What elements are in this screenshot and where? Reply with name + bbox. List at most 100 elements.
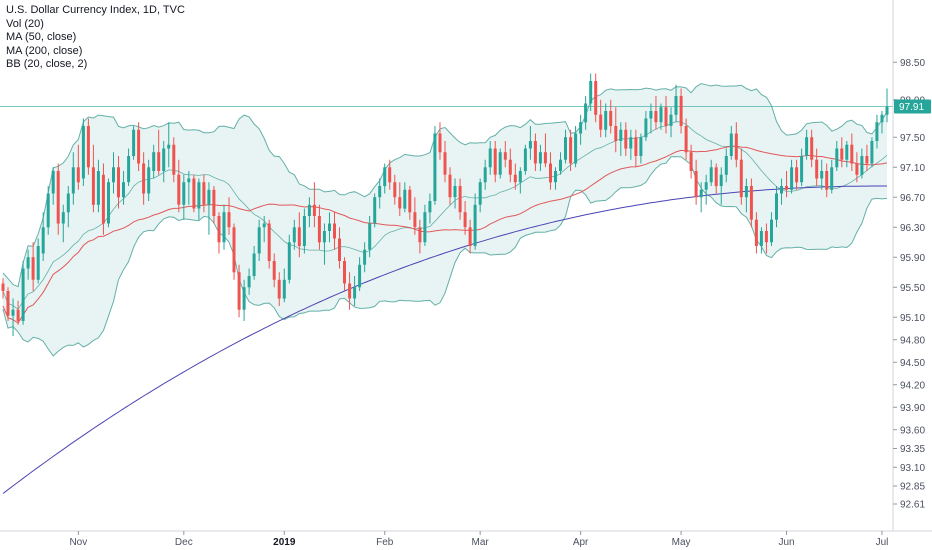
candle-body[interactable]: [543, 152, 547, 164]
candle-body[interactable]: [488, 148, 492, 168]
candle-body[interactable]: [734, 133, 738, 160]
candle-body[interactable]: [227, 212, 231, 228]
candle-body[interactable]: [312, 204, 316, 216]
candle-body[interactable]: [91, 167, 95, 205]
candle-body[interactable]: [885, 106, 889, 115]
candle-body[interactable]: [212, 189, 216, 216]
candle-body[interactable]: [744, 186, 748, 198]
candle-body[interactable]: [172, 144, 176, 175]
candle-body[interactable]: [317, 216, 321, 243]
candle-body[interactable]: [594, 81, 598, 115]
candle-body[interactable]: [433, 133, 437, 202]
candle-body[interactable]: [880, 114, 884, 123]
candle-body[interactable]: [423, 212, 427, 243]
candle-body[interactable]: [76, 167, 80, 183]
candle-body[interactable]: [870, 141, 874, 164]
candle-body[interactable]: [659, 107, 663, 123]
candle-body[interactable]: [363, 249, 367, 265]
candle-body[interactable]: [619, 129, 623, 141]
candle-body[interactable]: [538, 152, 542, 164]
candle-body[interactable]: [147, 167, 151, 194]
candle-body[interactable]: [157, 152, 161, 171]
candle-body[interactable]: [152, 152, 156, 171]
candle-body[interactable]: [759, 231, 763, 246]
candle-body[interactable]: [689, 152, 693, 171]
candle-body[interactable]: [704, 182, 708, 190]
candle-body[interactable]: [51, 171, 55, 194]
candle-body[interactable]: [81, 126, 85, 179]
candle-body[interactable]: [684, 126, 688, 153]
candle-body[interactable]: [579, 122, 583, 134]
candle-body[interactable]: [604, 111, 608, 130]
candle-body[interactable]: [217, 216, 221, 243]
candle-body[interactable]: [569, 137, 573, 164]
candle-body[interactable]: [649, 111, 653, 119]
candle-body[interactable]: [845, 144, 849, 160]
candle-body[interactable]: [463, 212, 467, 228]
candle-body[interactable]: [378, 186, 382, 198]
candle-body[interactable]: [197, 182, 201, 209]
candle-body[interactable]: [202, 182, 206, 205]
candle-body[interactable]: [835, 148, 839, 168]
candle-body[interactable]: [322, 231, 326, 243]
candle-body[interactable]: [770, 219, 773, 243]
candle-body[interactable]: [764, 231, 768, 243]
candle-body[interactable]: [41, 227, 45, 254]
candle-body[interactable]: [252, 253, 256, 277]
candle-body[interactable]: [338, 238, 341, 262]
candle-body[interactable]: [855, 163, 859, 175]
candle-body[interactable]: [11, 309, 15, 316]
candle-body[interactable]: [875, 122, 879, 141]
candle-body[interactable]: [815, 159, 819, 179]
candle-body[interactable]: [639, 137, 643, 156]
candle-body[interactable]: [644, 118, 648, 138]
candle-body[interactable]: [549, 163, 552, 183]
candle-body[interactable]: [448, 174, 452, 198]
candle-body[interactable]: [353, 287, 357, 299]
candle-body[interactable]: [865, 156, 869, 164]
candle-body[interactable]: [483, 167, 487, 183]
candle-body[interactable]: [780, 186, 783, 194]
candle-body[interactable]: [709, 167, 713, 183]
candle-body[interactable]: [775, 193, 778, 220]
candle-body[interactable]: [533, 141, 537, 164]
candle-body[interactable]: [493, 148, 497, 175]
candle-body[interactable]: [101, 174, 105, 224]
candle-body[interactable]: [584, 103, 588, 123]
candle-body[interactable]: [373, 197, 377, 224]
candle-body[interactable]: [86, 126, 90, 168]
candle-body[interactable]: [574, 133, 578, 164]
candle-body[interactable]: [860, 156, 864, 175]
candle-body[interactable]: [408, 189, 412, 213]
candle-body[interactable]: [16, 309, 20, 321]
candle-body[interactable]: [302, 216, 306, 246]
candle-body[interactable]: [21, 268, 25, 322]
candle-body[interactable]: [478, 182, 482, 205]
candle-body[interactable]: [247, 276, 251, 288]
candle-body[interactable]: [267, 223, 271, 262]
candle-body[interactable]: [182, 182, 186, 205]
candle-body[interactable]: [468, 227, 472, 247]
candle-body[interactable]: [513, 174, 517, 183]
legend-ma200[interactable]: MA (200, close): [6, 44, 83, 57]
candle-body[interactable]: [328, 223, 331, 232]
candle-body[interactable]: [142, 163, 146, 194]
candle-body[interactable]: [232, 227, 236, 273]
candle-body[interactable]: [333, 223, 336, 239]
candle-body[interactable]: [26, 257, 30, 269]
candle-body[interactable]: [795, 167, 799, 183]
candle-body[interactable]: [117, 167, 120, 198]
last-price-tag[interactable]: [894, 99, 931, 114]
candle-body[interactable]: [443, 152, 447, 175]
candle-body[interactable]: [61, 212, 65, 224]
candle-body[interactable]: [287, 242, 291, 280]
candle-body[interactable]: [669, 114, 673, 126]
candle-body[interactable]: [388, 167, 392, 183]
candle-body[interactable]: [358, 264, 362, 288]
candle-body[interactable]: [122, 182, 125, 198]
candle-body[interactable]: [428, 201, 432, 213]
candle-body[interactable]: [694, 171, 698, 198]
candle-body[interactable]: [177, 174, 181, 205]
candle-body[interactable]: [453, 186, 457, 198]
